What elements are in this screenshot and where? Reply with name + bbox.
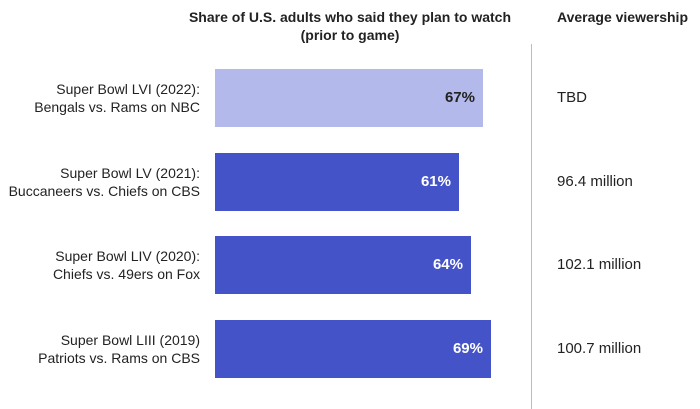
row-label: Super Bowl LIV (2020): Chiefs vs. 49ers o… (0, 247, 200, 283)
row-label-line2: Buccaneers vs. Chiefs on CBS (8, 183, 200, 199)
row-label-line1: Super Bowl LV (2021): (60, 165, 200, 181)
bar: 64% (215, 236, 471, 294)
row-label: Super Bowl LV (2021): Buccaneers vs. Chie… (0, 164, 200, 200)
chart-title-line1: Share of U.S. adults who said they plan … (188, 9, 512, 25)
chart-title-line2: (prior to game) (300, 27, 400, 43)
row-label-line2: Patriots vs. Rams on CBS (38, 350, 200, 366)
bar: 61% (215, 153, 459, 211)
bar: 69% (215, 320, 491, 378)
viewership-value: 100.7 million (557, 340, 642, 357)
row-label-line2: Chiefs vs. 49ers on Fox (52, 266, 200, 282)
row-label: Super Bowl LIII (2019) Patriots vs. Rams … (0, 331, 200, 367)
chart-title: Share of U.S. adults who said they plan … (150, 8, 550, 44)
row-label-line1: Super Bowl LVI (2022): (56, 81, 200, 97)
viewership-column-header: Average viewership (557, 9, 688, 25)
row-label-line1: Super Bowl LIII (2019) (60, 332, 200, 348)
column-divider (531, 44, 532, 409)
bar-value-label: 67% (444, 89, 475, 106)
viewership-value: TBD (557, 89, 587, 106)
bar-value-label: 61% (420, 173, 451, 190)
viewership-value: 102.1 million (557, 256, 642, 273)
bar-value-label: 69% (452, 340, 483, 357)
row-label-line2: Bengals vs. Rams on NBC (34, 99, 200, 115)
row-label: Super Bowl LVI (2022): Bengals vs. Rams o… (0, 80, 200, 116)
bar-value-label: 64% (432, 256, 463, 273)
viewership-value: 96.4 million (557, 173, 633, 190)
bar: 67% (215, 69, 483, 127)
row-label-line1: Super Bowl LIV (2020): (55, 248, 200, 264)
